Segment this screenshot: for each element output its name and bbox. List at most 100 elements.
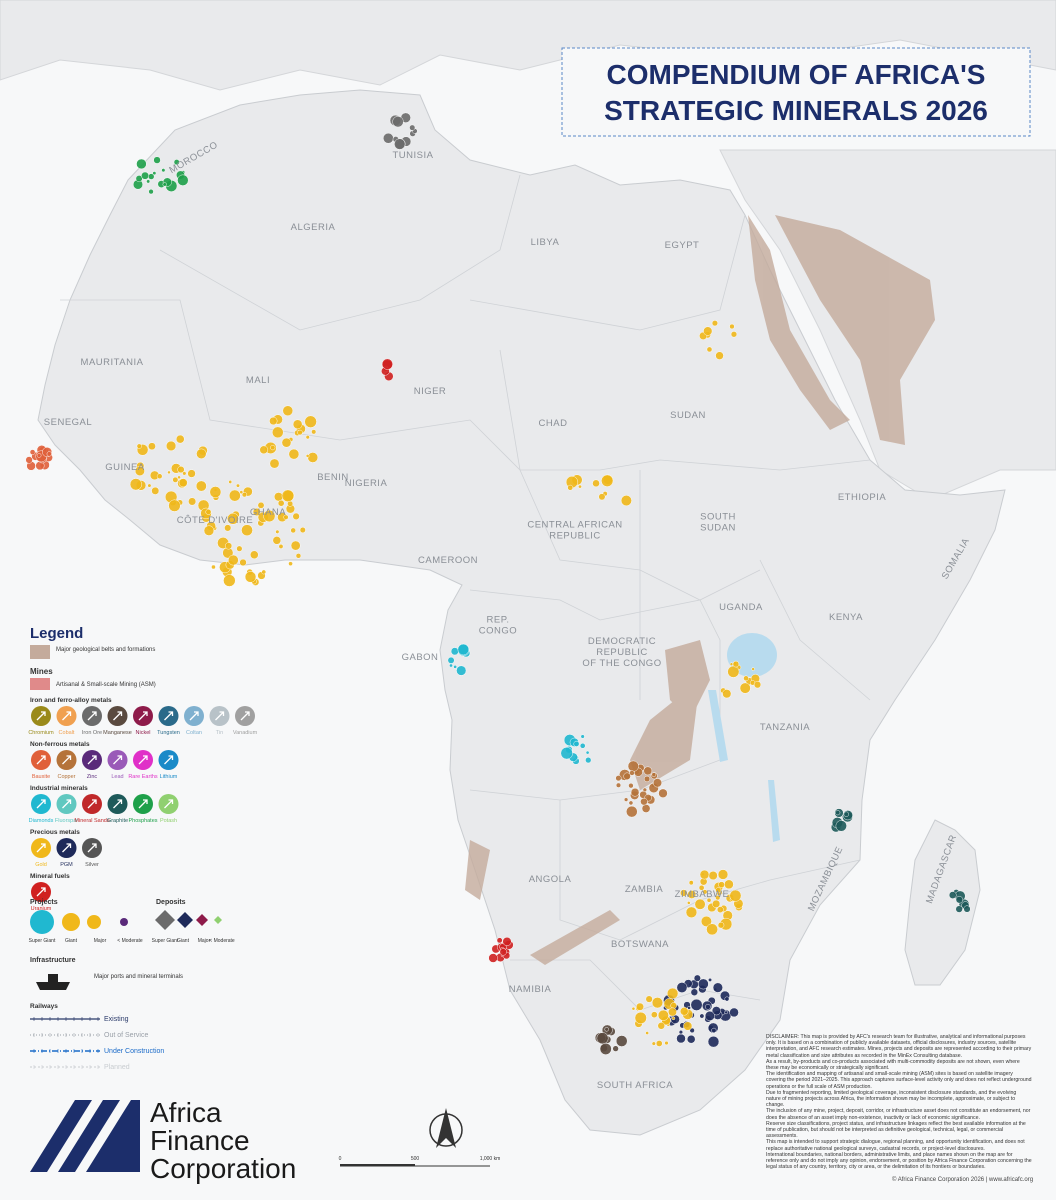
mineral-site [502,936,512,947]
belt [630,680,700,790]
mineral-site [299,526,306,534]
legend-icon-glyph [36,887,46,897]
mineral-site [650,1011,658,1019]
mineral-site [702,889,708,895]
legend-item-label: Major [198,938,211,944]
country-label: SUDAN [700,523,736,534]
mineral-site [715,895,721,901]
mineral-site [634,1011,647,1025]
legend-item-label: Manganese [103,730,132,736]
mineral-site [718,881,725,889]
legend-item-label: Super Giant [29,938,56,944]
mineral-site [651,997,664,1009]
mineral-site [235,483,240,488]
border [60,299,871,471]
mineral-site [708,977,713,982]
mineral-site [664,1040,669,1046]
mineral-site [173,159,180,166]
legend-item-label: Cobalt [59,730,75,736]
mineral-site [241,524,253,537]
legend-item-label: Out of Service [104,1032,148,1039]
mineral-site [643,766,653,776]
mineral-site [156,473,163,480]
mineral-site [261,569,267,575]
legend-heading: Precious metals [30,829,80,836]
logo-stripe [58,1100,120,1172]
country-label: ZIMBABWE [675,889,730,900]
deposit-size [155,910,175,930]
mineral-site [596,1032,609,1045]
mineral-site [147,483,152,488]
legend-item-label: Major [94,938,107,944]
country-label: OF THE CONGO [582,658,661,669]
legend-title: Legend [30,625,83,642]
mineral-site [311,429,317,435]
mineral-site [730,331,738,338]
legend-item-label: Iron Ore [82,730,102,736]
border [159,174,521,331]
border [469,589,721,801]
country-label: ALGERIA [291,222,336,233]
mineral-site [729,662,734,666]
country-label: BENIN [317,472,349,483]
mineral-site [623,772,631,780]
mineral-site [136,158,147,170]
country-label: REPUBLIC [596,647,648,658]
mineral-site [680,889,688,897]
disclaimer-paragraph: International boundaries, national borde… [766,1151,1032,1171]
logo-mark [30,1100,140,1172]
legend-heading: Deposits [156,899,186,906]
legend-item-label: PGM [60,862,73,868]
legend-icon-glyph [87,843,97,853]
mineral-site [239,558,247,567]
legend-heading: Railways [30,1003,58,1010]
mineral-site [305,454,310,458]
legend-item-label: Tungsten [157,730,180,736]
mineral-site [615,1035,628,1047]
country-label: CONGO [479,626,517,637]
country-label: ZAMBIA [625,884,664,895]
mineral-site [676,1033,686,1044]
title-line: STRATEGIC MINERALS 2026 [604,95,988,126]
mineral-site [615,775,622,782]
legend-icon-glyph [62,799,72,809]
mineral-site [724,1010,728,1015]
disclaimer-paragraph: This map is intended to support strategi… [766,1139,1025,1152]
project-size [87,915,101,929]
country-label: NIGER [414,386,447,397]
legend-icon-glyph [36,799,46,809]
legend-item-label: Under Construction [104,1048,164,1055]
mineral-site [690,998,703,1011]
mineral-site [657,1009,669,1021]
scale-label: 0 [339,1156,342,1162]
mineral-site [381,358,393,370]
mineral-site [630,787,640,797]
legend-icon-glyph [138,755,148,765]
mineral-site [205,508,212,515]
mineral-site [963,905,971,913]
mineral-site [635,1002,644,1011]
mineral-site [177,174,189,186]
mineral-site [392,116,404,128]
mineral-site [700,915,712,927]
disclaimer-paragraph: Reserve size classifications, project st… [766,1120,1026,1140]
mineral-site [729,1007,739,1018]
mineral-site [712,982,723,993]
mineral-site [955,896,964,904]
mineral-site [715,351,724,360]
country-label: REP. [487,615,510,626]
mineral-site [668,1007,677,1017]
belt [775,215,935,445]
mineral-site [228,480,233,484]
country-label: CHAD [539,418,568,429]
mineral-site [612,1045,619,1052]
mineral-site [447,656,455,664]
border [559,800,861,941]
lake-malawi [768,780,780,842]
mineral-site [263,509,276,523]
mineral-site [601,474,614,487]
mineral-site [948,891,957,899]
legend: Legend Major geological belts and formati… [28,625,257,1071]
mineral-site [394,138,406,150]
